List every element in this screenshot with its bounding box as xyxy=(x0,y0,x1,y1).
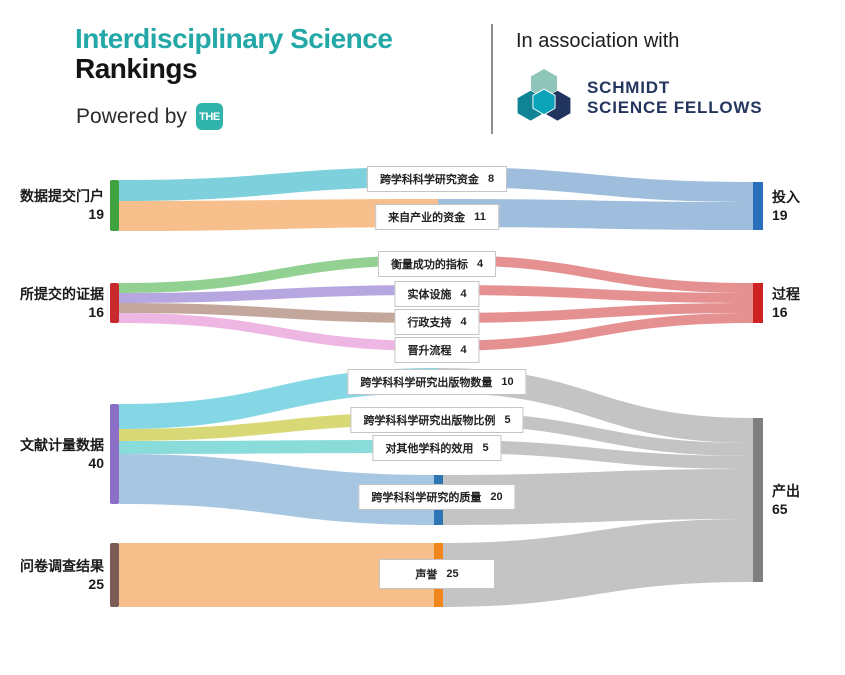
right-label-output-name: 产出 xyxy=(772,483,800,499)
node-input xyxy=(753,182,763,230)
right-label-output-value: 65 xyxy=(772,500,788,517)
mid-label-pub-count: 跨学科科学研究出版物数量 10 xyxy=(347,369,527,395)
flow-facilities-left xyxy=(119,285,438,303)
powered-by-label: Powered by xyxy=(76,104,187,128)
flow-admin-support-left xyxy=(119,303,438,323)
node-process xyxy=(753,283,763,323)
flow-industry-right xyxy=(438,199,753,230)
partner-name: SCHMIDT SCIENCE FELLOWS xyxy=(587,78,762,119)
left-label-submitted-evidence: 所提交的证据 16 xyxy=(0,286,104,321)
flow-promotion-right xyxy=(438,313,753,351)
node-submitted-evidence xyxy=(110,283,119,323)
flow-facilities-right xyxy=(438,285,753,303)
left-label-bibliometric-data-name: 文献计量数据 xyxy=(20,437,104,453)
flow-funding-right xyxy=(438,167,753,202)
node-bibliometric-data xyxy=(110,404,119,504)
right-label-input-name: 投入 xyxy=(772,189,800,205)
left-label-submitted-evidence-value: 16 xyxy=(88,303,104,320)
left-label-survey-results-value: 25 xyxy=(88,575,104,592)
mid-label-admin-support: 行政支持 4 xyxy=(394,309,480,335)
node-data-portal xyxy=(110,180,119,231)
right-label-process-value: 16 xyxy=(772,303,788,320)
left-label-data-portal-value: 19 xyxy=(88,205,104,222)
the-logo-icon: THE xyxy=(195,103,223,130)
left-label-survey-results-name: 问卷调查结果 xyxy=(20,558,104,574)
header-divider xyxy=(491,24,493,134)
flow-success-metrics-left xyxy=(119,255,438,293)
mid-label-success-metrics: 衡量成功的指标 4 xyxy=(377,251,497,277)
flow-reputation-left xyxy=(119,543,438,607)
flow-quality-left xyxy=(119,454,438,525)
left-label-survey-results: 问卷调查结果 25 xyxy=(0,558,104,593)
flow-utility-left xyxy=(119,440,438,454)
flow-quality-right xyxy=(438,469,753,525)
flow-admin-support-right xyxy=(438,303,753,323)
schmidt-hexagons-icon xyxy=(516,68,572,122)
node-output xyxy=(753,418,763,582)
mid-label-facilities: 实体设施 4 xyxy=(394,281,480,307)
left-label-data-portal-name: 数据提交门户 xyxy=(20,188,104,204)
flow-industry-left xyxy=(119,199,438,231)
mid-label-utility: 对其他学科的效用 5 xyxy=(372,435,502,461)
mid-label-industry-funding: 来自产业的资金 11 xyxy=(375,204,499,230)
left-label-bibliometric-data: 文献计量数据 40 xyxy=(0,437,104,472)
flow-success-metrics-right xyxy=(438,255,753,293)
partner-line2: SCIENCE FELLOWS xyxy=(587,98,763,117)
mid-label-quality: 跨学科科学研究的质量 20 xyxy=(358,484,516,510)
left-label-data-portal: 数据提交门户 19 xyxy=(0,188,104,223)
node-survey-results xyxy=(110,543,119,607)
title-line1: Interdisciplinary Science xyxy=(75,23,393,54)
mid-label-funding: 跨学科科学研究资金 8 xyxy=(366,166,508,192)
right-label-output: 产出 65 xyxy=(772,483,842,518)
flow-promotion-left xyxy=(119,313,438,351)
left-label-bibliometric-data-value: 40 xyxy=(88,454,104,471)
partner-line1: SCHMIDT xyxy=(587,77,671,97)
schmidt-science-fellows-logo: SCHMIDT SCIENCE FELLOWS xyxy=(512,64,762,132)
powered-by: Powered by THE xyxy=(76,103,223,130)
right-label-input-value: 19 xyxy=(772,206,788,223)
title-line2: Rankings xyxy=(75,53,198,85)
mid-label-promotion: 晋升流程 4 xyxy=(394,337,480,363)
right-label-input: 投入 19 xyxy=(772,189,842,224)
mid-label-reputation: 声誉 25 xyxy=(379,559,495,589)
right-label-process-name: 过程 xyxy=(772,286,800,302)
flow-funding-left xyxy=(119,167,438,201)
flow-utility-right xyxy=(438,440,753,469)
flow-reputation-right xyxy=(438,519,753,607)
mid-label-pub-ratio: 跨学科科学研究出版物比例 5 xyxy=(350,407,524,433)
page-title: Interdisciplinary Science Rankings xyxy=(75,23,393,85)
left-label-submitted-evidence-name: 所提交的证据 xyxy=(20,286,104,302)
right-label-process: 过程 16 xyxy=(772,286,842,321)
association-label: In association with xyxy=(516,30,680,52)
